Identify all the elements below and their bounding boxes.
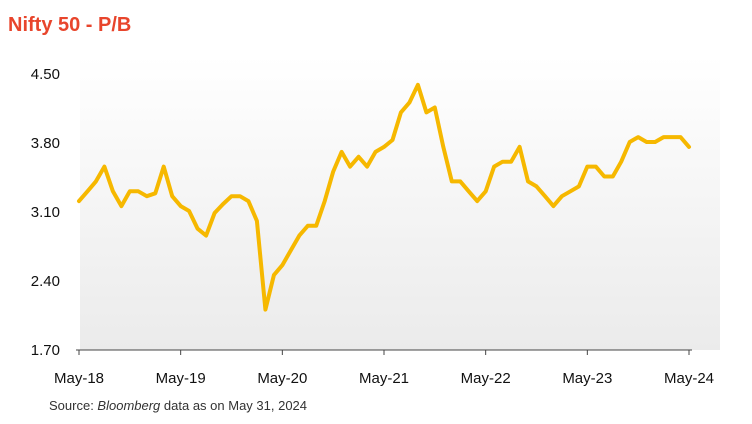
data-point	[433, 105, 437, 110]
data-point	[458, 179, 462, 183]
x-tick-label: May-20	[257, 370, 307, 387]
data-point	[289, 248, 293, 252]
y-tick-label: 3.80	[31, 135, 60, 152]
data-point	[653, 140, 657, 144]
x-tick-label: May-24	[664, 370, 714, 387]
data-point	[179, 204, 183, 208]
data-point	[162, 165, 166, 169]
data-point	[297, 234, 301, 238]
data-point	[153, 191, 157, 195]
data-point	[441, 145, 445, 149]
data-point	[255, 219, 259, 223]
plot-background	[80, 56, 720, 350]
source-prefix: Source:	[49, 398, 98, 413]
data-point	[645, 140, 649, 144]
data-point	[213, 211, 217, 215]
data-point	[424, 110, 428, 114]
data-point	[263, 308, 267, 312]
data-point	[534, 184, 539, 188]
data-point	[280, 263, 284, 267]
data-point	[568, 189, 573, 193]
source-suffix: data as on May 31, 2024	[160, 398, 308, 413]
data-point	[509, 160, 513, 164]
data-point	[170, 194, 174, 198]
data-point	[314, 224, 318, 228]
x-tick-label: May-22	[461, 370, 511, 387]
data-point	[136, 189, 140, 193]
data-point	[416, 83, 420, 87]
data-point	[518, 145, 522, 149]
x-tick-label: May-19	[156, 370, 206, 387]
data-point	[619, 160, 623, 164]
data-point	[560, 194, 564, 198]
data-point	[585, 165, 589, 169]
data-point	[543, 194, 547, 198]
data-points	[77, 83, 691, 312]
data-point	[382, 145, 386, 149]
data-point	[636, 135, 640, 139]
y-tick-label: 2.40	[31, 273, 60, 290]
data-point	[602, 174, 606, 179]
data-point	[102, 165, 106, 169]
data-point	[687, 145, 691, 149]
data-point	[678, 135, 683, 139]
data-point	[526, 179, 530, 183]
data-point	[628, 140, 632, 144]
data-point	[77, 199, 81, 203]
x-tick-label: May-18	[54, 370, 104, 387]
data-point	[501, 160, 505, 164]
data-point	[551, 204, 556, 208]
data-point	[187, 209, 191, 213]
data-point	[272, 273, 276, 277]
data-point	[221, 202, 225, 206]
y-tick-label: 4.50	[31, 66, 60, 83]
data-point	[331, 170, 335, 174]
source-emphasis: Bloomberg	[97, 398, 161, 413]
y-tick-label: 3.10	[31, 204, 60, 221]
source-note: Source: Bloomberg data as on May 31, 202…	[49, 398, 307, 413]
data-point	[611, 174, 615, 179]
data-point	[119, 204, 123, 208]
data-point	[407, 101, 411, 105]
data-point	[577, 184, 581, 188]
data-point	[357, 155, 361, 159]
data-point	[492, 165, 496, 169]
data-point	[594, 165, 598, 169]
data-point	[484, 189, 488, 193]
data-point	[390, 138, 395, 142]
data-point	[204, 234, 208, 238]
x-axis: May-18 May-19 May-20 May-21 May-22 May-23 May-…	[54, 349, 714, 387]
data-point	[348, 165, 352, 169]
data-point	[475, 199, 479, 203]
data-point	[373, 150, 378, 154]
data-point	[246, 199, 250, 203]
x-tick-label: May-21	[359, 370, 409, 387]
data-point	[94, 179, 98, 183]
y-axis: 1.70 2.40 3.10 3.80 4.50	[31, 66, 60, 359]
data-point	[196, 227, 200, 231]
data-point	[670, 135, 674, 139]
data-point	[340, 150, 344, 154]
data-point	[450, 179, 454, 183]
y-tick-label: 1.70	[31, 342, 60, 359]
data-point	[111, 189, 115, 193]
data-point	[229, 194, 234, 198]
data-point	[399, 110, 403, 114]
data-point	[128, 189, 132, 193]
data-point	[238, 194, 242, 198]
x-tick-label: May-23	[562, 370, 612, 387]
data-point	[145, 194, 149, 198]
data-point	[306, 224, 310, 228]
data-point	[85, 189, 90, 193]
data-point	[365, 165, 369, 169]
data-point	[467, 189, 471, 193]
data-point	[662, 135, 666, 139]
chart-title: Nifty 50 - P/B	[8, 14, 132, 36]
data-point	[323, 199, 327, 203]
